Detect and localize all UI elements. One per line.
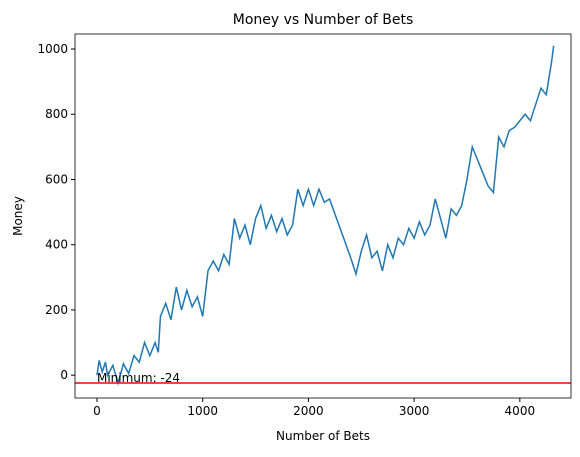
x-axis-label: Number of Bets [276, 429, 370, 443]
chart-title: Money vs Number of Bets [233, 12, 414, 28]
y-tick-label: 200 [45, 303, 68, 317]
x-tick-label: 2000 [293, 404, 324, 418]
y-tick-label: 1000 [37, 42, 68, 56]
x-tick-label: 0 [93, 404, 101, 418]
y-axis-label: Money [11, 196, 25, 236]
data-line [96, 45, 555, 386]
x-tick-label: 3000 [399, 404, 430, 418]
x-tick-label: 1000 [187, 404, 218, 418]
y-tick-label: 600 [45, 172, 68, 186]
y-tick-label: 400 [45, 238, 68, 252]
plot-frame [74, 33, 572, 399]
y-tick-label: 0 [60, 368, 68, 382]
x-tick-label: 4000 [505, 404, 536, 418]
y-tick-label: 800 [45, 107, 68, 121]
annotation: Minimum: -24 [97, 371, 180, 385]
